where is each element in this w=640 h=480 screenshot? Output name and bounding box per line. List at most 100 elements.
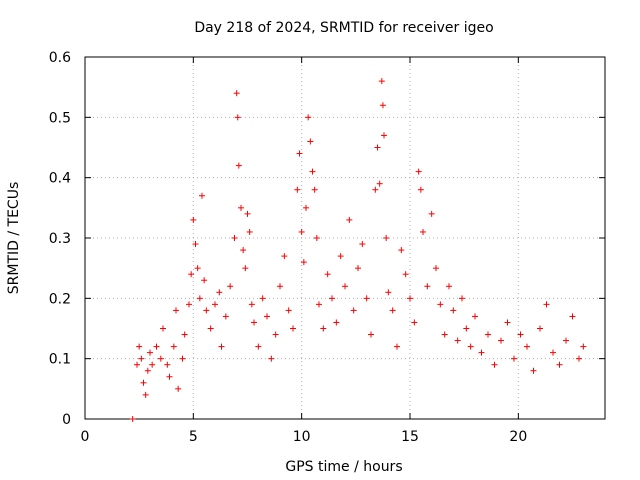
data-point bbox=[222, 313, 229, 320]
data-point bbox=[379, 102, 386, 109]
data-point bbox=[378, 78, 385, 85]
data-point bbox=[498, 337, 504, 344]
data-point bbox=[246, 228, 253, 235]
data-point bbox=[268, 355, 275, 362]
data-point bbox=[309, 168, 316, 175]
data-point bbox=[166, 373, 173, 380]
y-tick-label: 0.1 bbox=[49, 352, 71, 368]
data-point bbox=[441, 331, 448, 338]
data-point bbox=[368, 331, 374, 338]
data-point bbox=[164, 361, 171, 368]
data-point bbox=[234, 114, 241, 121]
data-point bbox=[524, 343, 530, 350]
data-point bbox=[181, 331, 188, 338]
y-tick-label: 0.2 bbox=[49, 291, 71, 307]
data-point bbox=[485, 331, 491, 338]
y-axis-label: SRMTID / TECUs bbox=[6, 182, 22, 295]
data-point bbox=[311, 186, 318, 193]
data-point bbox=[407, 295, 413, 302]
data-point bbox=[389, 307, 396, 314]
data-point bbox=[504, 319, 511, 326]
data-point bbox=[324, 271, 331, 278]
data-point bbox=[372, 186, 379, 193]
data-point bbox=[417, 186, 424, 193]
data-point bbox=[491, 361, 498, 368]
data-point bbox=[142, 391, 149, 398]
data-point bbox=[350, 307, 357, 314]
data-point bbox=[329, 295, 335, 302]
data-point bbox=[411, 319, 418, 326]
data-point bbox=[207, 325, 214, 332]
data-point bbox=[376, 180, 383, 187]
data-point bbox=[227, 283, 234, 290]
data-point bbox=[398, 247, 405, 254]
data-point bbox=[316, 301, 322, 308]
data-point bbox=[576, 355, 582, 362]
data-point bbox=[281, 253, 288, 260]
y-tick-label: 0 bbox=[62, 412, 71, 428]
x-axis-label: GPS time / hours bbox=[285, 459, 402, 475]
data-point bbox=[277, 283, 283, 290]
y-tick-label: 0.4 bbox=[49, 171, 71, 187]
data-point bbox=[569, 313, 576, 320]
data-point bbox=[216, 289, 223, 296]
data-point bbox=[196, 295, 203, 302]
data-point bbox=[537, 325, 543, 332]
data-point bbox=[511, 355, 517, 362]
data-point bbox=[186, 301, 192, 308]
data-point bbox=[290, 325, 296, 332]
data-point bbox=[153, 343, 160, 350]
data-point bbox=[463, 325, 470, 332]
x-axis: 0 5 10 15 20 bbox=[81, 57, 527, 445]
data-point bbox=[140, 379, 147, 386]
data-point bbox=[303, 204, 309, 211]
data-point bbox=[363, 295, 370, 302]
data-point bbox=[454, 337, 461, 344]
data-point bbox=[437, 301, 444, 308]
data-point bbox=[420, 228, 426, 235]
grid bbox=[85, 57, 605, 419]
data-point bbox=[244, 210, 251, 217]
data-point bbox=[543, 301, 550, 308]
data-point bbox=[381, 132, 387, 139]
data-point bbox=[188, 271, 195, 278]
data-point bbox=[394, 343, 400, 350]
data-point bbox=[136, 343, 143, 350]
data-point bbox=[157, 355, 164, 362]
data-point bbox=[459, 295, 465, 302]
data-point bbox=[333, 319, 340, 326]
data-point bbox=[272, 331, 279, 338]
x-tick-label: 5 bbox=[189, 429, 198, 445]
data-point bbox=[298, 228, 305, 235]
data-point bbox=[149, 361, 156, 368]
data-point bbox=[173, 307, 179, 314]
data-point bbox=[359, 241, 366, 248]
data-point bbox=[129, 416, 136, 422]
data-point bbox=[337, 253, 344, 260]
data-point bbox=[294, 186, 301, 193]
data-point bbox=[201, 277, 208, 284]
data-point bbox=[313, 235, 320, 241]
data-point bbox=[402, 271, 409, 278]
data-point bbox=[563, 337, 569, 344]
data-point bbox=[160, 325, 166, 332]
data-point bbox=[242, 265, 249, 272]
data-point bbox=[134, 361, 140, 368]
data-point bbox=[264, 313, 270, 320]
y-tick-label: 0.5 bbox=[49, 110, 71, 126]
data-point bbox=[212, 301, 218, 308]
data-point bbox=[233, 90, 240, 97]
data-point bbox=[467, 343, 474, 350]
data-point bbox=[255, 343, 262, 350]
data-point bbox=[238, 204, 244, 211]
data-point bbox=[144, 367, 151, 374]
x-tick-label: 20 bbox=[509, 429, 527, 445]
y-axis: 0 0.1 0.2 0.3 0.4 0.5 0.6 bbox=[49, 50, 605, 428]
data-point bbox=[355, 265, 361, 272]
data-point bbox=[450, 307, 457, 314]
data-point bbox=[415, 168, 422, 175]
data-point bbox=[138, 355, 145, 362]
chart-title: Day 218 of 2024, SRMTID for receiver ige… bbox=[194, 20, 493, 36]
data-point bbox=[259, 295, 266, 302]
